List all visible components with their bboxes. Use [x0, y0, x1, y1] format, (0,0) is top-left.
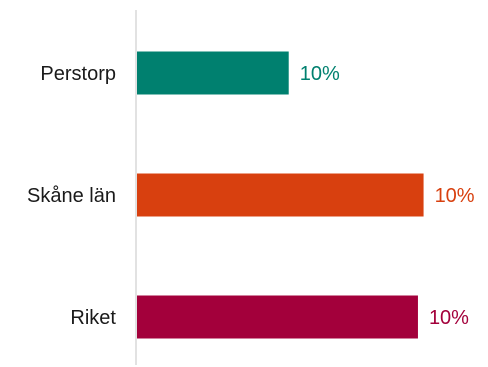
category-label: Skåne län	[27, 185, 116, 207]
bar-riket	[137, 295, 418, 339]
bar-skåne-län	[137, 173, 424, 217]
category-label: Riket	[70, 307, 116, 329]
data-label: 10%	[429, 307, 469, 329]
labels-group: Perstorp 10% Skåne län 10% Riket 10%	[27, 63, 475, 329]
data-label: 10%	[435, 185, 475, 207]
bars-group	[137, 51, 424, 339]
data-label: 10%	[300, 63, 340, 85]
bar-perstorp	[137, 51, 289, 95]
category-label: Perstorp	[40, 63, 116, 85]
